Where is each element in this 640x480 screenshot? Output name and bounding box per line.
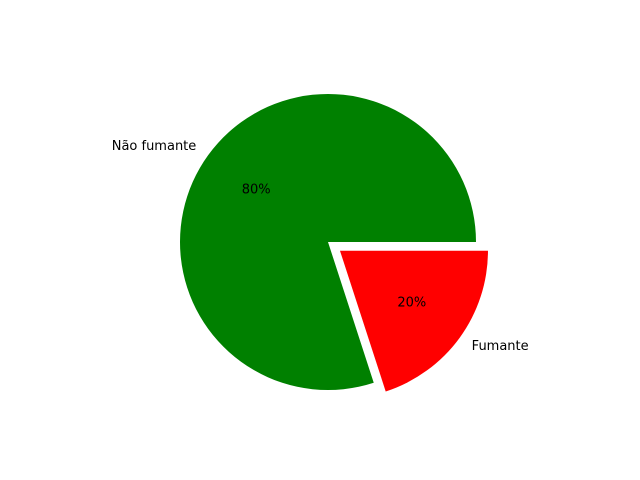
slice-percent-label: 80%	[242, 182, 271, 197]
slice-percent-label: 20%	[397, 295, 426, 310]
slices-layer	[180, 94, 488, 392]
slice-category-label: Fumante	[472, 339, 529, 354]
pie-slice-fumante	[339, 250, 488, 392]
labels-layer: 80% Não fumante 20% Fumante	[112, 139, 529, 354]
slice-category-label: Não fumante	[112, 139, 197, 154]
pie-slice-não-fumante	[180, 94, 476, 391]
